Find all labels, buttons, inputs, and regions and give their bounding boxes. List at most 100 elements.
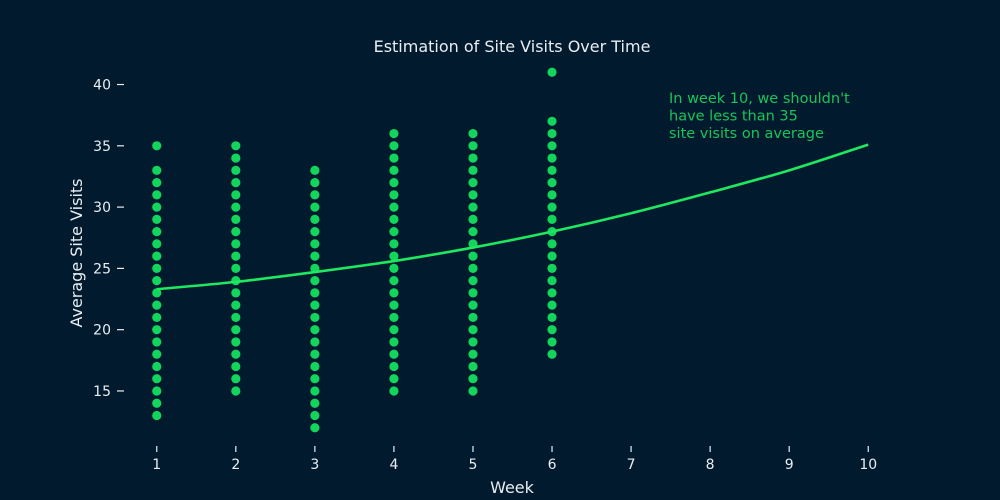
scatter-point [547, 202, 557, 212]
scatter-point [389, 386, 399, 396]
y-axis-label: Average Site Visits [67, 178, 86, 327]
scatter-point [152, 251, 162, 261]
scatter-point [310, 177, 320, 188]
scatter-point [310, 165, 320, 175]
scatter-point [310, 251, 320, 261]
scatter-point [389, 239, 399, 249]
scatter-point [231, 214, 241, 224]
y-tick-label: 25 [93, 261, 111, 277]
scatter-point [468, 325, 478, 335]
scatter-point [152, 312, 162, 323]
scatter-point [547, 239, 557, 249]
scatter-point [468, 177, 478, 188]
scatter-point [547, 276, 557, 286]
scatter-point [231, 361, 241, 372]
scatter-point [468, 288, 478, 298]
scatter-point [389, 337, 399, 347]
x-axis: 1 2 3 4 5 6 7 8 9 10 [152, 446, 877, 473]
x-tick-label: 1 [152, 457, 161, 473]
scatter-point [310, 288, 320, 298]
scatter-point [310, 410, 320, 421]
scatter-point [547, 300, 557, 310]
scatter-point [231, 141, 241, 151]
scatter-point [310, 386, 320, 396]
scatter-point [310, 423, 320, 433]
scatter-point [231, 165, 241, 175]
scatter-point [389, 141, 399, 151]
scatter-point [389, 214, 399, 224]
y-tick-label: 35 [93, 139, 111, 155]
scatter-point [468, 202, 478, 212]
chart-title: Estimation of Site Visits Over Time [374, 37, 651, 56]
x-tick-label: 6 [548, 457, 557, 473]
scatter-point [231, 312, 241, 323]
scatter-point [547, 128, 557, 139]
scatter-point [468, 374, 478, 384]
x-tick-label: 10 [859, 457, 877, 473]
scatter-point [310, 325, 320, 335]
scatter-point [152, 410, 162, 421]
y-axis: 15 20 25 30 35 40 [93, 78, 124, 400]
scatter-point [547, 214, 557, 224]
scatter-point [468, 276, 478, 286]
scatter-point [152, 361, 162, 372]
scatter-point [468, 337, 478, 347]
x-tick-label: 9 [785, 457, 794, 473]
scatter-point [547, 67, 557, 77]
scatter-point [468, 263, 478, 273]
scatter-point [152, 141, 162, 151]
scatter-point [468, 349, 478, 359]
scatter-point [468, 300, 478, 310]
scatter-point [231, 239, 241, 249]
scatter-point [547, 337, 557, 347]
scatter-point [547, 116, 557, 126]
scatter-point [547, 263, 557, 273]
scatter-point [231, 153, 241, 163]
scatter-point [468, 251, 478, 261]
scatter-point [389, 361, 399, 372]
scatter-point [547, 153, 557, 163]
scatter-point [468, 386, 478, 396]
scatter-point [468, 165, 478, 175]
scatter-point [468, 361, 478, 372]
trend-line [156, 143, 869, 291]
scatter-point [547, 251, 557, 261]
scatter-point [468, 214, 478, 224]
scatter-point [389, 153, 399, 163]
scatter-point [231, 337, 241, 347]
x-tick-label: 3 [310, 457, 319, 473]
scatter-point [389, 227, 399, 237]
scatter-point [389, 312, 399, 323]
scatter-point [152, 288, 162, 298]
scatter-point [152, 239, 162, 249]
scatter-point [468, 312, 478, 323]
scatter-point [152, 263, 162, 273]
scatter-point [547, 190, 557, 200]
scatter-point [468, 227, 478, 237]
scatter-point [231, 190, 241, 200]
scatter-point [547, 177, 557, 188]
scatter-point [152, 177, 162, 188]
scatter-point [231, 177, 241, 188]
scatter-point [547, 325, 557, 335]
y-tick-label: 20 [93, 323, 111, 339]
scatter-point [389, 251, 399, 261]
scatter-point [389, 128, 399, 139]
y-tick-label: 40 [93, 78, 111, 94]
scatter-point [547, 165, 557, 175]
scatter-point [152, 349, 162, 359]
annotation-line-2: have less than 35 [669, 109, 798, 125]
scatter-point [152, 214, 162, 224]
x-tick-label: 7 [627, 457, 636, 473]
scatter-point [389, 325, 399, 335]
scatter-point [468, 190, 478, 200]
annotation: In week 10, we shouldn't have less than … [669, 91, 854, 142]
scatter-point [310, 398, 320, 408]
scatter-point [547, 349, 557, 359]
scatter-point [152, 202, 162, 212]
scatter-point [310, 214, 320, 224]
scatter-point [152, 276, 162, 286]
scatter-point [389, 165, 399, 175]
scatter-point [231, 251, 241, 261]
